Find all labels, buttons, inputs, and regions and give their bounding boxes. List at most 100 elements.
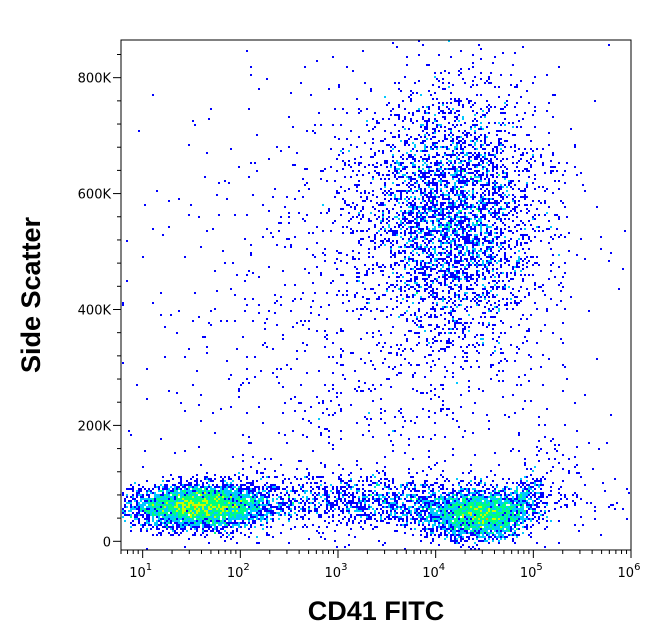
event-point: [460, 226, 462, 228]
event-point: [446, 208, 448, 210]
event-point: [506, 520, 508, 522]
event-point: [208, 516, 210, 518]
event-point: [532, 508, 534, 510]
event-point: [538, 518, 540, 520]
event-point: [244, 518, 246, 520]
event-point: [484, 524, 486, 526]
event-point: [486, 228, 488, 230]
event-point: [422, 130, 424, 132]
event-point: [412, 156, 414, 158]
event-point: [476, 254, 478, 256]
event-point: [236, 502, 238, 504]
event-point: [188, 502, 190, 504]
event-point: [510, 512, 512, 514]
event-point: [400, 314, 402, 316]
event-point: [478, 180, 480, 182]
event-point: [516, 296, 518, 298]
event-point: [470, 226, 472, 228]
event-point: [230, 498, 232, 500]
event-point: [422, 524, 424, 526]
event-point: [452, 344, 454, 346]
event-point: [238, 524, 240, 526]
event-point: [256, 510, 258, 512]
event-point: [198, 512, 200, 514]
event-point: [424, 232, 426, 234]
event-point: [436, 196, 438, 198]
event-point: [154, 484, 156, 486]
event-point: [452, 210, 454, 212]
event-point: [454, 188, 456, 190]
event-point: [206, 534, 208, 536]
event-point: [536, 478, 538, 480]
event-point: [440, 526, 442, 528]
event-point: [460, 534, 462, 536]
event-point: [496, 486, 498, 488]
event-point: [516, 502, 518, 504]
event-point: [516, 518, 518, 520]
event-point: [454, 532, 456, 534]
event-point: [426, 112, 428, 114]
event-point: [434, 248, 436, 250]
event-point: [470, 278, 472, 280]
event-point: [176, 492, 178, 494]
event-point: [418, 110, 420, 112]
event-point: [474, 206, 476, 208]
event-point: [484, 166, 486, 168]
event-point: [462, 500, 464, 502]
event-point: [460, 148, 462, 150]
event-point: [412, 122, 414, 124]
event-point: [378, 210, 380, 212]
event-point: [432, 280, 434, 282]
event-point: [448, 504, 450, 506]
event-point: [450, 242, 452, 244]
event-point: [492, 328, 494, 330]
event-point: [462, 186, 464, 188]
event-point: [488, 516, 490, 518]
event-point: [144, 508, 146, 510]
event-point: [404, 190, 406, 192]
event-point: [126, 502, 128, 504]
event-point: [462, 496, 464, 498]
event-point: [544, 506, 546, 508]
event-point: [478, 260, 480, 262]
event-point: [456, 272, 458, 274]
event-point: [436, 316, 438, 318]
event-point: [188, 524, 190, 526]
event-point: [218, 518, 220, 520]
event-point: [228, 524, 230, 526]
event-point: [426, 228, 428, 230]
event-point: [148, 494, 150, 496]
event-point: [266, 534, 268, 536]
event-point: [216, 522, 218, 524]
event-point: [458, 510, 460, 512]
event-point: [462, 236, 464, 238]
event-point: [438, 522, 440, 524]
event-point: [256, 470, 258, 472]
event-point: [450, 160, 452, 162]
event-point: [242, 506, 244, 508]
event-point: [290, 514, 292, 516]
event-point: [320, 212, 322, 214]
event-point: [250, 524, 252, 526]
event-point: [122, 516, 124, 518]
event-point: [466, 526, 468, 528]
event-point: [150, 512, 152, 514]
event-point: [530, 532, 532, 534]
event-point: [434, 226, 436, 228]
event-point: [466, 250, 468, 252]
event-point: [162, 522, 164, 524]
event-point: [518, 180, 520, 182]
event-point: [548, 510, 550, 512]
event-point: [564, 182, 566, 184]
event-point: [516, 488, 518, 490]
event-point: [184, 488, 186, 490]
event-point: [212, 500, 214, 502]
event-point: [502, 280, 504, 282]
event-point: [188, 522, 190, 524]
event-point: [470, 206, 472, 208]
event-point: [400, 232, 402, 234]
event-point: [424, 150, 426, 152]
event-point: [400, 222, 402, 224]
event-point: [432, 192, 434, 194]
event-point: [414, 232, 416, 234]
